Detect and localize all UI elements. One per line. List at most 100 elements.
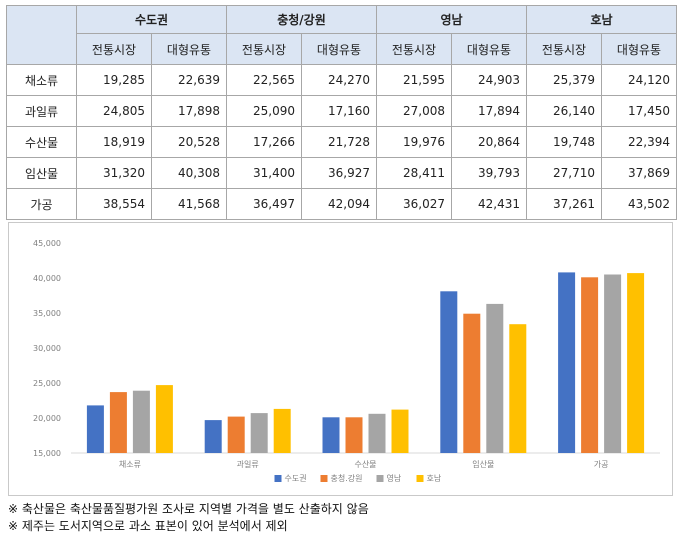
region-header: 호남 — [526, 5, 677, 34]
x-tick-label: 임산물 — [472, 459, 494, 469]
bar — [132, 390, 150, 453]
bar — [368, 413, 386, 453]
table-cell: 39,793 — [451, 157, 527, 189]
table-cell: 43,502 — [601, 188, 677, 220]
table-cell: 28,411 — [376, 157, 452, 189]
table-cell: 24,270 — [301, 64, 377, 96]
table-cell: 31,320 — [76, 157, 152, 189]
subheader-traditional: 전통시장 — [526, 33, 602, 65]
footnote-livestock: ※ 축산물은 축산물품질평가원 조사로 지역별 가격을 별도 산출하지 않음 — [8, 502, 369, 516]
table-cell: 17,160 — [301, 95, 377, 127]
row-label: 수산물 — [6, 126, 77, 158]
table-row: 수산물 18,919 20,528 17,266 21,728 19,976 2… — [6, 126, 677, 158]
bar — [440, 291, 458, 453]
table-cell: 42,431 — [451, 188, 527, 220]
table-cell: 36,927 — [301, 157, 377, 189]
row-label: 채소류 — [6, 64, 77, 96]
table-cell: 25,090 — [226, 95, 302, 127]
table-cell: 36,027 — [376, 188, 452, 220]
bar — [391, 409, 409, 453]
table-cell: 22,639 — [151, 64, 227, 96]
table-cell: 20,864 — [451, 126, 527, 158]
region-header: 영남 — [376, 5, 527, 34]
y-tick-label: 30,000 — [33, 344, 61, 353]
y-tick-label: 20,000 — [33, 414, 61, 423]
bar — [204, 420, 222, 453]
subheader-large-retail: 대형유통 — [151, 33, 227, 65]
legend-label: 호남 — [427, 474, 442, 483]
table-cell: 20,528 — [151, 126, 227, 158]
bar — [604, 274, 622, 453]
table-cell: 17,450 — [601, 95, 677, 127]
y-tick-label: 25,000 — [33, 379, 61, 388]
table-cell: 17,894 — [451, 95, 527, 127]
bar — [322, 417, 340, 453]
x-tick-label: 수산물 — [354, 459, 376, 469]
table-cell: 38,554 — [76, 188, 152, 220]
legend-swatch — [376, 475, 384, 482]
subheader-large-retail: 대형유통 — [601, 33, 677, 65]
table-cell: 24,805 — [76, 95, 152, 127]
table-cell: 26,140 — [526, 95, 602, 127]
table-cell: 42,094 — [301, 188, 377, 220]
bar — [86, 405, 104, 453]
table-cell: 25,379 — [526, 64, 602, 96]
table-cell: 40,308 — [151, 157, 227, 189]
table-cell: 37,261 — [526, 188, 602, 220]
table-row: 과일류 24,805 17,898 25,090 17,160 27,008 1… — [6, 95, 677, 127]
bar — [627, 273, 645, 453]
legend-swatch — [416, 475, 424, 482]
table-row: 채소류 19,285 22,639 22,565 24,270 21,595 2… — [6, 64, 677, 96]
table-cell: 36,497 — [226, 188, 302, 220]
legend-label: 영남 — [387, 473, 402, 483]
bar-chart-svg: 15,000 20,000 25,000 30,000 35,000 40,000 45,0… — [33, 239, 660, 483]
legend-label: 충청.강원 — [331, 473, 363, 483]
region-header: 충청/강원 — [226, 5, 377, 34]
table-cell: 17,898 — [151, 95, 227, 127]
table-cell: 19,976 — [376, 126, 452, 158]
table-cell: 19,285 — [76, 64, 152, 96]
y-tick-label: 15,000 — [33, 449, 61, 458]
table-cell: 19,748 — [526, 126, 602, 158]
price-table: 수도권 충청/강원 영남 호남 전통시장 대형유통 전통시장 대형유통 전통시장… — [6, 5, 677, 220]
y-tick-label: 35,000 — [33, 309, 61, 318]
legend-swatch — [274, 475, 282, 482]
bar — [581, 277, 599, 453]
bar — [486, 303, 504, 453]
bar — [558, 272, 576, 453]
table-row: 임산물 31,320 40,308 31,400 36,927 28,411 3… — [6, 157, 677, 189]
table-cell: 24,903 — [451, 64, 527, 96]
bar — [250, 413, 268, 453]
bar — [509, 324, 527, 453]
table-cell: 27,008 — [376, 95, 452, 127]
subheader-traditional: 전통시장 — [76, 33, 152, 65]
table-cell: 37,869 — [601, 157, 677, 189]
subheader-traditional: 전통시장 — [226, 33, 302, 65]
legend-swatch — [320, 475, 328, 482]
table-cell: 31,400 — [226, 157, 302, 189]
x-tick-label: 과일류 — [237, 460, 259, 469]
table-cell: 22,565 — [226, 64, 302, 96]
bar — [155, 385, 173, 453]
table-corner-cell — [6, 5, 77, 65]
table-cell: 22,394 — [601, 126, 677, 158]
footnote-jeju: ※ 제주는 도서지역으로 과소 표본이 있어 분석에서 제외 — [8, 519, 288, 533]
table-cell: 18,919 — [76, 126, 152, 158]
table-cell: 17,266 — [226, 126, 302, 158]
row-label: 과일류 — [6, 95, 77, 127]
x-tick-label: 채소류 — [119, 459, 141, 469]
bar — [463, 313, 481, 453]
row-label: 가공 — [6, 188, 77, 220]
y-tick-label: 45,000 — [33, 239, 61, 248]
bar — [273, 408, 291, 453]
subheader-large-retail: 대형유통 — [451, 33, 527, 65]
x-tick-label: 가공 — [594, 460, 609, 469]
y-tick-label: 40,000 — [33, 274, 61, 283]
legend-label: 수도권 — [285, 473, 307, 483]
subheader-large-retail: 대형유통 — [301, 33, 377, 65]
subheader-traditional: 전통시장 — [376, 33, 452, 65]
region-header: 수도권 — [76, 5, 227, 34]
table-cell: 27,710 — [526, 157, 602, 189]
bar-chart: 15,000 20,000 25,000 30,000 35,000 40,000 45,0… — [8, 222, 673, 496]
table-cell: 21,728 — [301, 126, 377, 158]
